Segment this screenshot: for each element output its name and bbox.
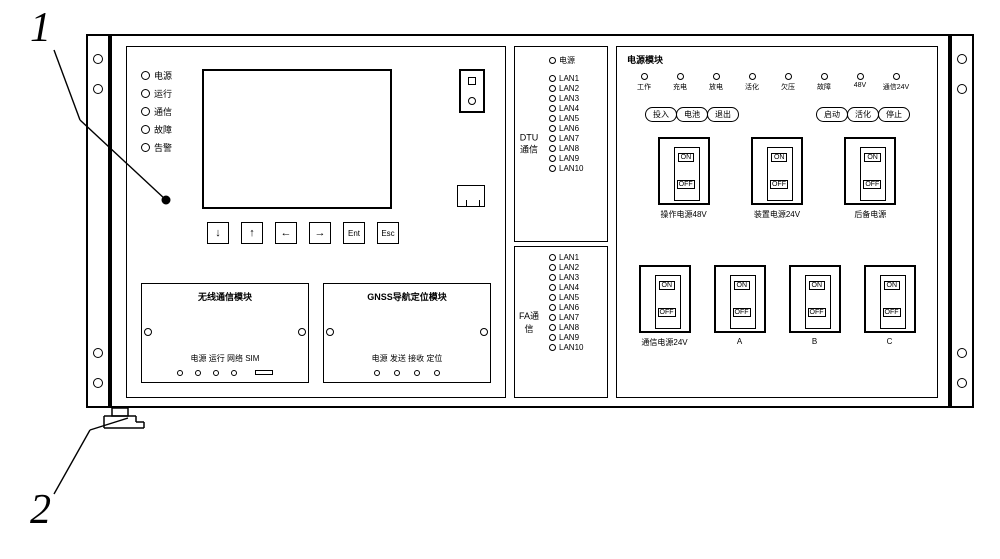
dtu-lan-list: 电源 LAN1 LAN2 LAN3 LAN4 LAN5 LAN6 LAN7 LA… [549, 55, 583, 174]
fa-lan-panel: FA通信 LAN1 LAN2 LAN3 LAN4 LAN5 LAN6 LAN7 … [514, 246, 608, 398]
wireless-module: 无线通信模块 电源 运行 网络 SIM [141, 283, 309, 383]
gnss-title: GNSS导航定位模块 [330, 290, 484, 303]
lan-power-label: 电源 [559, 55, 575, 66]
wireless-title: 无线通信模块 [148, 290, 302, 303]
breaker: ONOFF B [789, 265, 841, 348]
fa-lan-list: LAN1 LAN2 LAN3 LAN4 LAN5 LAN6 LAN7 LAN8 … [549, 253, 583, 353]
breaker-label: 后备电源 [854, 209, 886, 220]
breaker-label: C [887, 337, 893, 346]
pwr-led-label: 放电 [709, 82, 723, 92]
power-panel: 电源模块 工作 充电 放电 活化 欠压 故障 48V 通信24V 投入 电池 退… [616, 46, 938, 398]
lan-label: LAN6 [559, 303, 579, 312]
dtu-side-label: DTU通信 [519, 133, 539, 156]
esc-button[interactable]: Esc [377, 222, 399, 244]
breaker-switch[interactable]: ONOFF [864, 265, 916, 333]
dtu-lan-panel: DTU通信 电源 LAN1 LAN2 LAN3 LAN4 LAN5 LAN6 L… [514, 46, 608, 242]
lan-label: LAN2 [559, 84, 579, 93]
pwr-led-label: 活化 [745, 82, 759, 92]
pill[interactable]: 活化 [847, 107, 879, 122]
lan-label: LAN10 [559, 164, 583, 173]
lan-label: LAN7 [559, 134, 579, 143]
lan-label: LAN8 [559, 323, 579, 332]
mount-bracket [100, 408, 150, 438]
breaker-switch[interactable]: ONOFF [714, 265, 766, 333]
breaker: ONOFF A [714, 265, 766, 348]
breaker: ONOFF 后备电源 [844, 137, 896, 220]
pwr-led-label: 欠压 [781, 82, 795, 92]
gnss-sub: 电源 发送 接收 定位 [324, 353, 490, 364]
lan-label: LAN9 [559, 333, 579, 342]
lan-label: LAN5 [559, 114, 579, 123]
breaker-switch[interactable]: ONOFF [639, 265, 691, 333]
breaker-row-top: ONOFF 操作电源48V ONOFF 装置电源24V ONOFF 后备电源 [617, 137, 937, 220]
breaker-label: B [812, 337, 817, 346]
breaker-switch[interactable]: ONOFF [658, 137, 710, 205]
nav-button-row: ↓ ↑ ← → Ent Esc [207, 222, 399, 244]
lan-label: LAN1 [559, 74, 579, 83]
pwr-led-label: 充电 [673, 82, 687, 92]
main-panel: 电源 运行 通信 故障 告警 ↓ ↑ ← → Ent Esc 无线通信模块 电源… [126, 46, 506, 398]
breaker-label: 通信电源24V [641, 337, 687, 348]
pill[interactable]: 投入 [645, 107, 677, 122]
up-button[interactable]: ↑ [241, 222, 263, 244]
breaker-label: 操作电源48V [661, 209, 707, 220]
breaker-switch[interactable]: ONOFF [789, 265, 841, 333]
status-led-label: 告警 [154, 141, 172, 154]
activate-pills: 启动 活化 停止 [816, 107, 909, 122]
breaker: ONOFF C [864, 265, 916, 348]
lan-label: LAN3 [559, 94, 579, 103]
lan-label: LAN4 [559, 283, 579, 292]
ethernet-port[interactable] [457, 185, 485, 207]
pwr-led-label: 故障 [817, 82, 831, 92]
mount-ear-left [86, 34, 110, 408]
lan-label: LAN2 [559, 263, 579, 272]
lan-label: LAN10 [559, 343, 583, 352]
status-led-label: 运行 [154, 87, 172, 100]
pill[interactable]: 退出 [707, 107, 739, 122]
status-led-label: 电源 [154, 69, 172, 82]
battery-pills: 投入 电池 退出 [645, 107, 738, 122]
breaker-switch[interactable]: ONOFF [751, 137, 803, 205]
pill[interactable]: 停止 [878, 107, 910, 122]
mount-ear-right [950, 34, 974, 408]
breaker-label: A [737, 337, 742, 346]
lan-label: LAN7 [559, 313, 579, 322]
fa-side-label: FA通信 [519, 309, 539, 335]
chassis: 电源 运行 通信 故障 告警 ↓ ↑ ← → Ent Esc 无线通信模块 电源… [110, 34, 950, 408]
lan-label: LAN4 [559, 104, 579, 113]
breaker-switch[interactable]: ONOFF [844, 137, 896, 205]
lan-label: LAN6 [559, 124, 579, 133]
left-button[interactable]: ← [275, 222, 297, 244]
power-title: 电源模块 [627, 53, 663, 66]
status-led-label: 通信 [154, 105, 172, 118]
down-button[interactable]: ↓ [207, 222, 229, 244]
pwr-led-label: 48V [854, 82, 866, 89]
breaker: ONOFF 操作电源48V [658, 137, 710, 220]
breaker: ONOFF 装置电源24V [751, 137, 803, 220]
lan-label: LAN3 [559, 273, 579, 282]
breaker: ONOFF 通信电源24V [639, 265, 691, 348]
lan-label: LAN1 [559, 253, 579, 262]
wireless-sub: 电源 运行 网络 SIM [142, 353, 308, 364]
pwr-led-label: 通信24V [883, 82, 909, 92]
lan-label: LAN9 [559, 154, 579, 163]
lan-label: LAN5 [559, 293, 579, 302]
power-led-row: 工作 充电 放电 活化 欠压 故障 48V 通信24V [629, 73, 911, 92]
pill[interactable]: 启动 [816, 107, 848, 122]
gnss-module: GNSS导航定位模块 电源 发送 接收 定位 [323, 283, 491, 383]
right-button[interactable]: → [309, 222, 331, 244]
display-screen [202, 69, 392, 209]
status-led-label: 故障 [154, 123, 172, 136]
breaker-row-bottom: ONOFF 通信电源24V ONOFF A ONOFF B ONOFF C [617, 265, 937, 348]
breaker-label: 装置电源24V [754, 209, 800, 220]
power-rocker-switch[interactable] [459, 69, 485, 113]
lan-label: LAN8 [559, 144, 579, 153]
pwr-led-label: 工作 [637, 82, 651, 92]
enter-button[interactable]: Ent [343, 222, 365, 244]
status-led-column: 电源 运行 通信 故障 告警 [141, 69, 172, 159]
pill[interactable]: 电池 [676, 107, 708, 122]
